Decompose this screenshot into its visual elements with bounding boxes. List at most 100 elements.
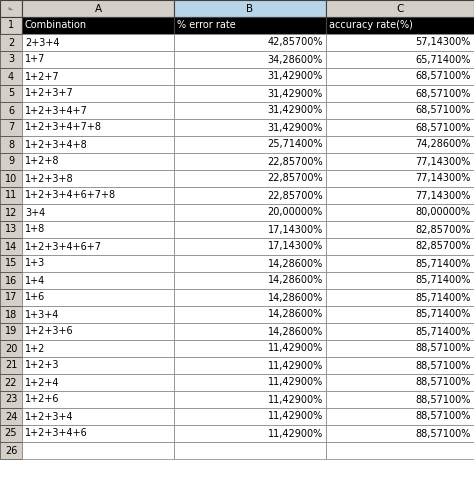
Text: 11: 11 [5,191,17,200]
Bar [174,153,326,170]
Text: 85,71400%: 85,71400% [416,258,471,269]
Bar [326,442,474,459]
Text: 88,57100%: 88,57100% [416,344,471,353]
Text: 1+2+3+4+6+7: 1+2+3+4+6+7 [25,242,102,252]
Bar [22,153,174,170]
Text: 11,42900%: 11,42900% [268,344,323,353]
Text: 88,57100%: 88,57100% [416,361,471,370]
Text: 6: 6 [8,106,14,116]
Text: 77,14300%: 77,14300% [416,173,471,183]
Bar [174,170,326,187]
Bar [174,119,326,136]
Bar [326,408,474,425]
Bar [0,442,22,459]
Bar [174,34,326,51]
Bar [0,17,22,34]
Bar [0,408,22,425]
Text: 31,42900%: 31,42900% [268,89,323,99]
Text: 1+2: 1+2 [25,344,46,353]
Text: 1+2+8: 1+2+8 [25,156,60,166]
Bar [326,153,474,170]
Bar [22,221,174,238]
Bar [174,289,326,306]
Text: 19: 19 [5,327,17,336]
Bar [0,0,22,17]
Text: 88,57100%: 88,57100% [416,411,471,422]
Text: 82,85700%: 82,85700% [416,225,471,235]
Text: 85,71400%: 85,71400% [416,275,471,286]
Text: 31,42900%: 31,42900% [268,106,323,116]
Bar [326,238,474,255]
Bar [326,34,474,51]
Bar [174,136,326,153]
Text: A: A [94,3,101,14]
Bar [174,306,326,323]
Bar [174,17,326,34]
Text: 4: 4 [8,72,14,81]
Text: Combination: Combination [25,20,87,30]
Text: 26: 26 [5,445,17,455]
Text: 1+3: 1+3 [25,258,45,269]
Bar [22,340,174,357]
Text: 15: 15 [5,258,17,269]
Bar [326,391,474,408]
Text: 1+2+3+7: 1+2+3+7 [25,89,74,99]
Text: 1+4: 1+4 [25,275,45,286]
Text: 22,85700%: 22,85700% [267,191,323,200]
Text: 17,14300%: 17,14300% [268,242,323,252]
Text: 20: 20 [5,344,17,353]
Bar [22,391,174,408]
Bar [326,255,474,272]
Text: 88,57100%: 88,57100% [416,428,471,439]
Bar [174,51,326,68]
Bar [174,221,326,238]
Text: 10: 10 [5,173,17,183]
Bar [326,17,474,34]
Bar [174,425,326,442]
Bar [326,102,474,119]
Text: 1+2+3+4+7+8: 1+2+3+4+7+8 [25,122,102,133]
Bar [174,374,326,391]
Bar [22,425,174,442]
Text: 22,85700%: 22,85700% [267,173,323,183]
Text: 1+2+3+6: 1+2+3+6 [25,327,73,336]
Bar [0,204,22,221]
Bar [326,51,474,68]
Bar [0,34,22,51]
Bar [326,272,474,289]
Text: 57,14300%: 57,14300% [416,37,471,47]
Bar [22,136,174,153]
Bar [22,34,174,51]
Bar [174,102,326,119]
Text: 1+2+3+4+6: 1+2+3+4+6 [25,428,88,439]
Text: 31,42900%: 31,42900% [268,72,323,81]
Text: 8: 8 [8,139,14,150]
Bar [174,85,326,102]
Bar [22,374,174,391]
Text: 14: 14 [5,242,17,252]
Bar [174,272,326,289]
Bar [22,51,174,68]
Polygon shape [9,7,13,10]
Bar [326,0,474,17]
Bar [0,119,22,136]
Bar [326,289,474,306]
Bar [174,340,326,357]
Text: 22,85700%: 22,85700% [267,156,323,166]
Text: 23: 23 [5,394,17,405]
Bar [326,425,474,442]
Bar [174,0,326,17]
Text: 1+6: 1+6 [25,292,45,302]
Bar [326,323,474,340]
Bar [22,442,174,459]
Text: 85,71400%: 85,71400% [416,292,471,302]
Text: 14,28600%: 14,28600% [268,327,323,336]
Bar [174,357,326,374]
Text: 88,57100%: 88,57100% [416,394,471,405]
Text: 1: 1 [8,20,14,30]
Bar [22,85,174,102]
Text: 1+2+3+4: 1+2+3+4 [25,411,73,422]
Bar [22,255,174,272]
Bar [174,204,326,221]
Text: 34,28600%: 34,28600% [268,55,323,64]
